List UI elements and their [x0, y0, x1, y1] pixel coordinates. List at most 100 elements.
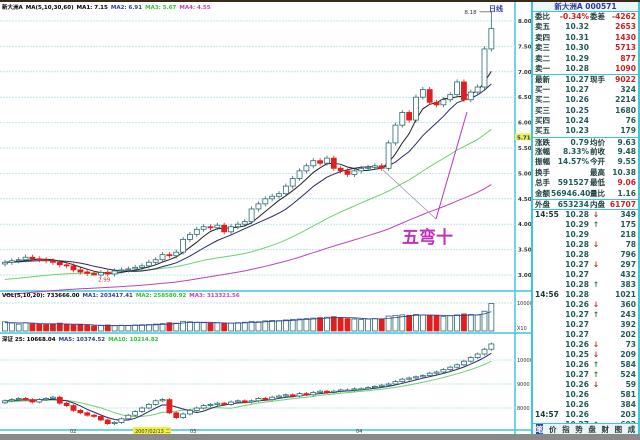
- quote-label: 金额: [535, 188, 550, 198]
- tick-volume: 392: [620, 320, 636, 330]
- panel-tab[interactable]: 盘: [588, 425, 596, 434]
- index-candle: [481, 348, 488, 355]
- annotation-text: 五弯十: [402, 227, 453, 248]
- price-candle: [132, 266, 139, 270]
- quote-price: 10.25: [565, 105, 589, 115]
- price-candle: [392, 124, 399, 144]
- panel-tab[interactable]: 势: [575, 425, 583, 434]
- index-candle: [440, 369, 447, 373]
- quote-volume: 1090: [615, 63, 636, 73]
- price-candle: [98, 272, 104, 276]
- tick-price: 10.28: [565, 280, 589, 290]
- quote-label: 买一: [535, 84, 550, 94]
- quote-label: 买二: [535, 95, 550, 105]
- quote-volume: 1430: [615, 32, 636, 42]
- quote-volume: 9.63: [617, 137, 636, 147]
- price-candle: [447, 94, 454, 101]
- tick-row: 14:55 10.28 ↓ 349: [533, 210, 638, 220]
- quote-row: 涨幅 8.33% 前收 9.48: [533, 147, 638, 157]
- volume-bar: [488, 302, 495, 332]
- index-candle: [43, 397, 49, 400]
- arrow-up-icon: ↑: [592, 310, 600, 320]
- tick-volume: 297: [620, 260, 636, 270]
- panel-tab[interactable]: 财: [601, 425, 609, 434]
- arrow-down-icon: [589, 330, 603, 340]
- volume-bar: [467, 314, 474, 332]
- kline-chart[interactable]: 8.00 7.50 7.00 6.50 6.00 5.50 5.00 4.50 4.00 3.50…: [0, 2, 531, 434]
- quote-volume: 9.48: [617, 147, 636, 157]
- price-candle: [36, 258, 43, 261]
- price-candle: [282, 185, 289, 195]
- tick-volume: 218: [620, 230, 636, 240]
- index-candle: [447, 366, 454, 371]
- arrow-up-icon: ↑: [592, 360, 600, 370]
- quote-label2: 委差: [590, 12, 605, 21]
- tick-price: 10.28: [565, 250, 589, 260]
- date-label: 02: [70, 429, 76, 434]
- index-candle: [337, 389, 344, 392]
- volume-bar: [344, 318, 351, 332]
- arrow-up-icon: ↑: [592, 280, 600, 290]
- tick-row: 10.26 ↓ 59: [533, 380, 638, 390]
- tick-time: [535, 330, 561, 340]
- index-candle: [139, 407, 145, 412]
- price-candle: [296, 170, 303, 179]
- tick-volume: 73: [625, 340, 636, 350]
- price-candle: [303, 165, 310, 172]
- volume-bar: [413, 314, 419, 332]
- tick-list[interactable]: 14:55 10.28 ↓ 349 10.29 ↑ 175 10.29 218 10.28 ↓ 78 1…: [533, 209, 638, 430]
- volume-bar: [221, 323, 228, 332]
- panel-tab[interactable]: 指: [562, 425, 570, 434]
- price-candle: [207, 226, 214, 229]
- price-candle: [358, 167, 365, 172]
- price-candle: [461, 81, 467, 101]
- price-candle: [433, 101, 440, 106]
- price-candle: [481, 48, 488, 88]
- index-candle: [200, 405, 207, 409]
- index-candle: [262, 397, 269, 400]
- ma-params: MA(5,10,30,60): [25, 5, 74, 11]
- ma10-line: [4, 83, 492, 272]
- volume-bar: [200, 322, 207, 332]
- quote-price: 10.31: [565, 32, 589, 42]
- ma3-value: MA3: 5.67: [145, 5, 177, 11]
- index-candle: [282, 394, 289, 397]
- index-candle: [433, 371, 440, 374]
- tick-volume: 59: [625, 380, 636, 390]
- ma1-value: MA1: 7.15: [76, 5, 108, 11]
- index-candle: [22, 397, 29, 400]
- quote-volume: 5713: [615, 43, 636, 53]
- volume-bar: [440, 315, 447, 332]
- tick-time: [535, 380, 561, 390]
- price-candle: [56, 261, 63, 266]
- tick-price: 10.29: [565, 230, 589, 240]
- index-candle: [63, 402, 70, 407]
- volume-bar: [426, 314, 433, 332]
- price-tick-label: 5.50: [518, 146, 531, 152]
- index-candle: [214, 402, 221, 405]
- tick-row: 10.26 384: [533, 400, 638, 410]
- index-candle: [351, 388, 358, 391]
- price-tick-label: 7.00: [518, 70, 531, 76]
- tick-price: 10.27: [565, 260, 589, 270]
- tick-row: 10.29 ↑ 175: [533, 220, 638, 230]
- panel-tab[interactable]: 成: [627, 425, 636, 434]
- tick-price: 10.26: [565, 390, 589, 400]
- price-candle: [221, 224, 228, 233]
- price-tick-label: 7.50: [518, 44, 531, 50]
- quote-volume: 1680: [615, 105, 636, 115]
- index-candle: [310, 391, 317, 396]
- quote-volume: 324: [620, 84, 636, 94]
- panel-tab[interactable]: 价: [548, 425, 557, 434]
- index-tick-label: 10000: [517, 358, 531, 364]
- quote-label2: [590, 85, 607, 95]
- price-panel-header: 新大洲A MA(5,10,30,60) MA1: 7.15 MA2: 6.91 MA3:…: [2, 3, 214, 11]
- period-label[interactable]: 日线: [489, 5, 503, 13]
- panel-tab[interactable]: 图: [614, 425, 623, 434]
- quote-label2: [590, 43, 607, 53]
- quote-row: 委比 -0.34% 委差 -4262: [533, 12, 638, 22]
- index-candle: [193, 407, 200, 411]
- volume-bar: [365, 318, 371, 332]
- tick-price: 10.27: [565, 320, 589, 330]
- panel-tab[interactable]: 笔: [535, 424, 544, 434]
